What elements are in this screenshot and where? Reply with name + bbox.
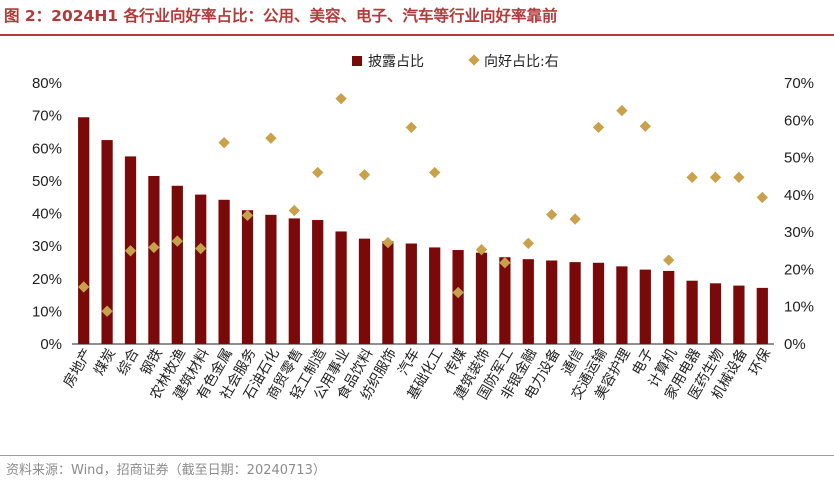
bar (101, 140, 113, 344)
bar (709, 283, 722, 344)
left-tick-label: 70% (32, 108, 62, 125)
bar (569, 262, 581, 344)
legend-marker-label: 向好占比:右 (484, 54, 559, 70)
marker-point (686, 171, 698, 183)
marker-point (171, 235, 183, 247)
bar (499, 257, 511, 344)
bar (639, 269, 651, 344)
legend-bar-swatch (352, 56, 362, 66)
marker-point (616, 104, 628, 117)
marker-point (195, 242, 207, 255)
bar (429, 247, 441, 344)
marker-point (709, 171, 722, 183)
bar (78, 117, 90, 344)
category-label: 环保 (746, 346, 774, 378)
marker-point (382, 236, 394, 249)
marker-point (218, 137, 230, 149)
category-label: 房地产 (61, 346, 96, 390)
bar (756, 287, 768, 344)
marker-point (639, 120, 651, 132)
right-tick-label: 10% (784, 299, 814, 316)
bar (171, 185, 183, 344)
bar (475, 252, 488, 344)
marker-point (499, 257, 511, 269)
left-tick-label: 40% (32, 206, 62, 223)
source-note: 资料来源：Wind，招商证券（截至日期：20240713） (6, 463, 326, 478)
right-tick-label: 40% (784, 187, 814, 204)
category-label: 综合 (115, 346, 143, 378)
left-tick-label: 20% (32, 271, 62, 288)
left-tick-label: 30% (32, 238, 62, 255)
left-tick-label: 50% (32, 173, 62, 190)
category-labels: 房地产煤炭综合钢铁农林牧渔建筑材料有色金属社会服务石油石化商贸零售轻工制造公用事… (61, 346, 774, 403)
marker-point (663, 254, 675, 266)
marker-point (241, 209, 254, 222)
bar (546, 260, 558, 344)
bar (592, 262, 605, 344)
bar (288, 218, 300, 344)
left-tick-label: 10% (32, 303, 62, 320)
bars (78, 117, 768, 344)
right-axis: 0% 10% 20% 30% 40% 50% 60% 70% (784, 75, 814, 353)
bar-scatter-chart: 披露占比 向好占比:右 0% 10% 20% 30% 40% 50% 60% 70% 80% 0… (32, 54, 814, 403)
marker-point (335, 93, 347, 105)
marker-point (733, 171, 745, 183)
bar (358, 238, 371, 344)
left-axis: 0% 10% 20% 30% 40% 50% 60% 70% 80% (32, 75, 62, 353)
bar (663, 270, 675, 344)
title-divider (0, 34, 834, 36)
bar (616, 266, 628, 344)
marker-point (546, 208, 558, 221)
right-tick-label: 30% (784, 224, 814, 241)
right-tick-label: 0% (784, 336, 806, 353)
marker-point (452, 286, 464, 299)
footer-divider (0, 455, 834, 456)
marker-point (522, 237, 534, 249)
bar (241, 210, 254, 344)
markers (78, 93, 768, 317)
right-tick-label: 70% (784, 75, 814, 92)
left-tick-label: 60% (32, 140, 62, 157)
bar (733, 285, 745, 344)
right-tick-label: 60% (784, 112, 814, 129)
marker-point (756, 191, 768, 204)
marker-point (475, 244, 488, 256)
bar (382, 241, 394, 344)
marker-point (405, 121, 417, 134)
category-label: 煤炭 (91, 346, 119, 378)
bar (195, 194, 207, 344)
bar (335, 231, 347, 344)
bar (405, 243, 417, 344)
marker-point (592, 121, 605, 134)
marker-point (569, 213, 581, 225)
marker-point (312, 166, 324, 179)
right-tick-label: 20% (784, 261, 814, 278)
legend-bar-label: 披露占比 (368, 54, 424, 70)
bar (312, 220, 324, 344)
bar (218, 199, 230, 344)
bar (265, 214, 277, 344)
bar (522, 259, 534, 344)
legend: 披露占比 向好占比:右 (352, 54, 559, 70)
legend-marker-swatch (468, 54, 480, 66)
left-tick-label: 80% (32, 75, 62, 92)
marker-point (358, 169, 371, 181)
right-tick-label: 50% (784, 150, 814, 167)
marker-point (429, 166, 441, 179)
marker-point (288, 204, 300, 217)
bar (686, 280, 698, 344)
bar (148, 175, 160, 344)
chart-title: 图 2：2024H1 各行业向好率占比：公用、美容、电子、汽车等行业向好率靠前 (4, 7, 558, 25)
left-tick-label: 0% (40, 336, 62, 353)
marker-point (265, 132, 277, 144)
marker-point (148, 241, 160, 254)
